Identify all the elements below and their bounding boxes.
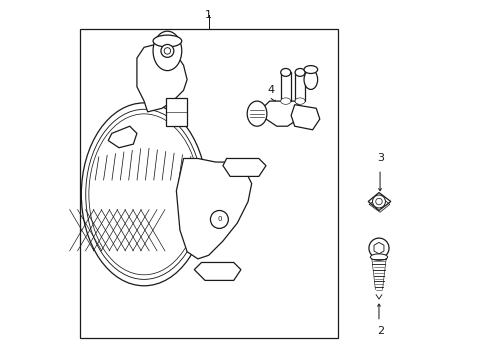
Polygon shape [262, 101, 301, 126]
Polygon shape [108, 126, 137, 148]
Ellipse shape [294, 98, 305, 104]
Text: 1: 1 [205, 10, 212, 20]
Polygon shape [165, 98, 187, 126]
Polygon shape [176, 158, 251, 259]
Polygon shape [194, 262, 241, 280]
Circle shape [210, 211, 228, 228]
Circle shape [375, 198, 382, 205]
Polygon shape [137, 44, 187, 112]
Ellipse shape [280, 98, 290, 104]
Ellipse shape [247, 101, 266, 126]
Ellipse shape [153, 31, 182, 71]
Polygon shape [373, 242, 383, 254]
Circle shape [368, 238, 388, 258]
Polygon shape [290, 105, 319, 130]
Ellipse shape [89, 114, 199, 275]
Ellipse shape [304, 70, 317, 89]
Ellipse shape [369, 254, 387, 260]
Text: 0: 0 [217, 216, 221, 222]
Ellipse shape [153, 35, 182, 47]
Bar [80, 30, 337, 338]
Circle shape [164, 48, 170, 54]
Text: 2: 2 [376, 325, 384, 336]
Circle shape [161, 44, 174, 57]
Text: 4: 4 [267, 85, 274, 95]
Polygon shape [367, 193, 390, 211]
Circle shape [372, 195, 385, 208]
Text: 3: 3 [377, 153, 384, 163]
Ellipse shape [280, 68, 290, 76]
Bar [294, 72, 305, 101]
Ellipse shape [304, 66, 317, 73]
Ellipse shape [85, 109, 202, 279]
Ellipse shape [294, 68, 305, 76]
Ellipse shape [81, 103, 206, 286]
Polygon shape [223, 158, 265, 176]
Bar [280, 72, 290, 101]
